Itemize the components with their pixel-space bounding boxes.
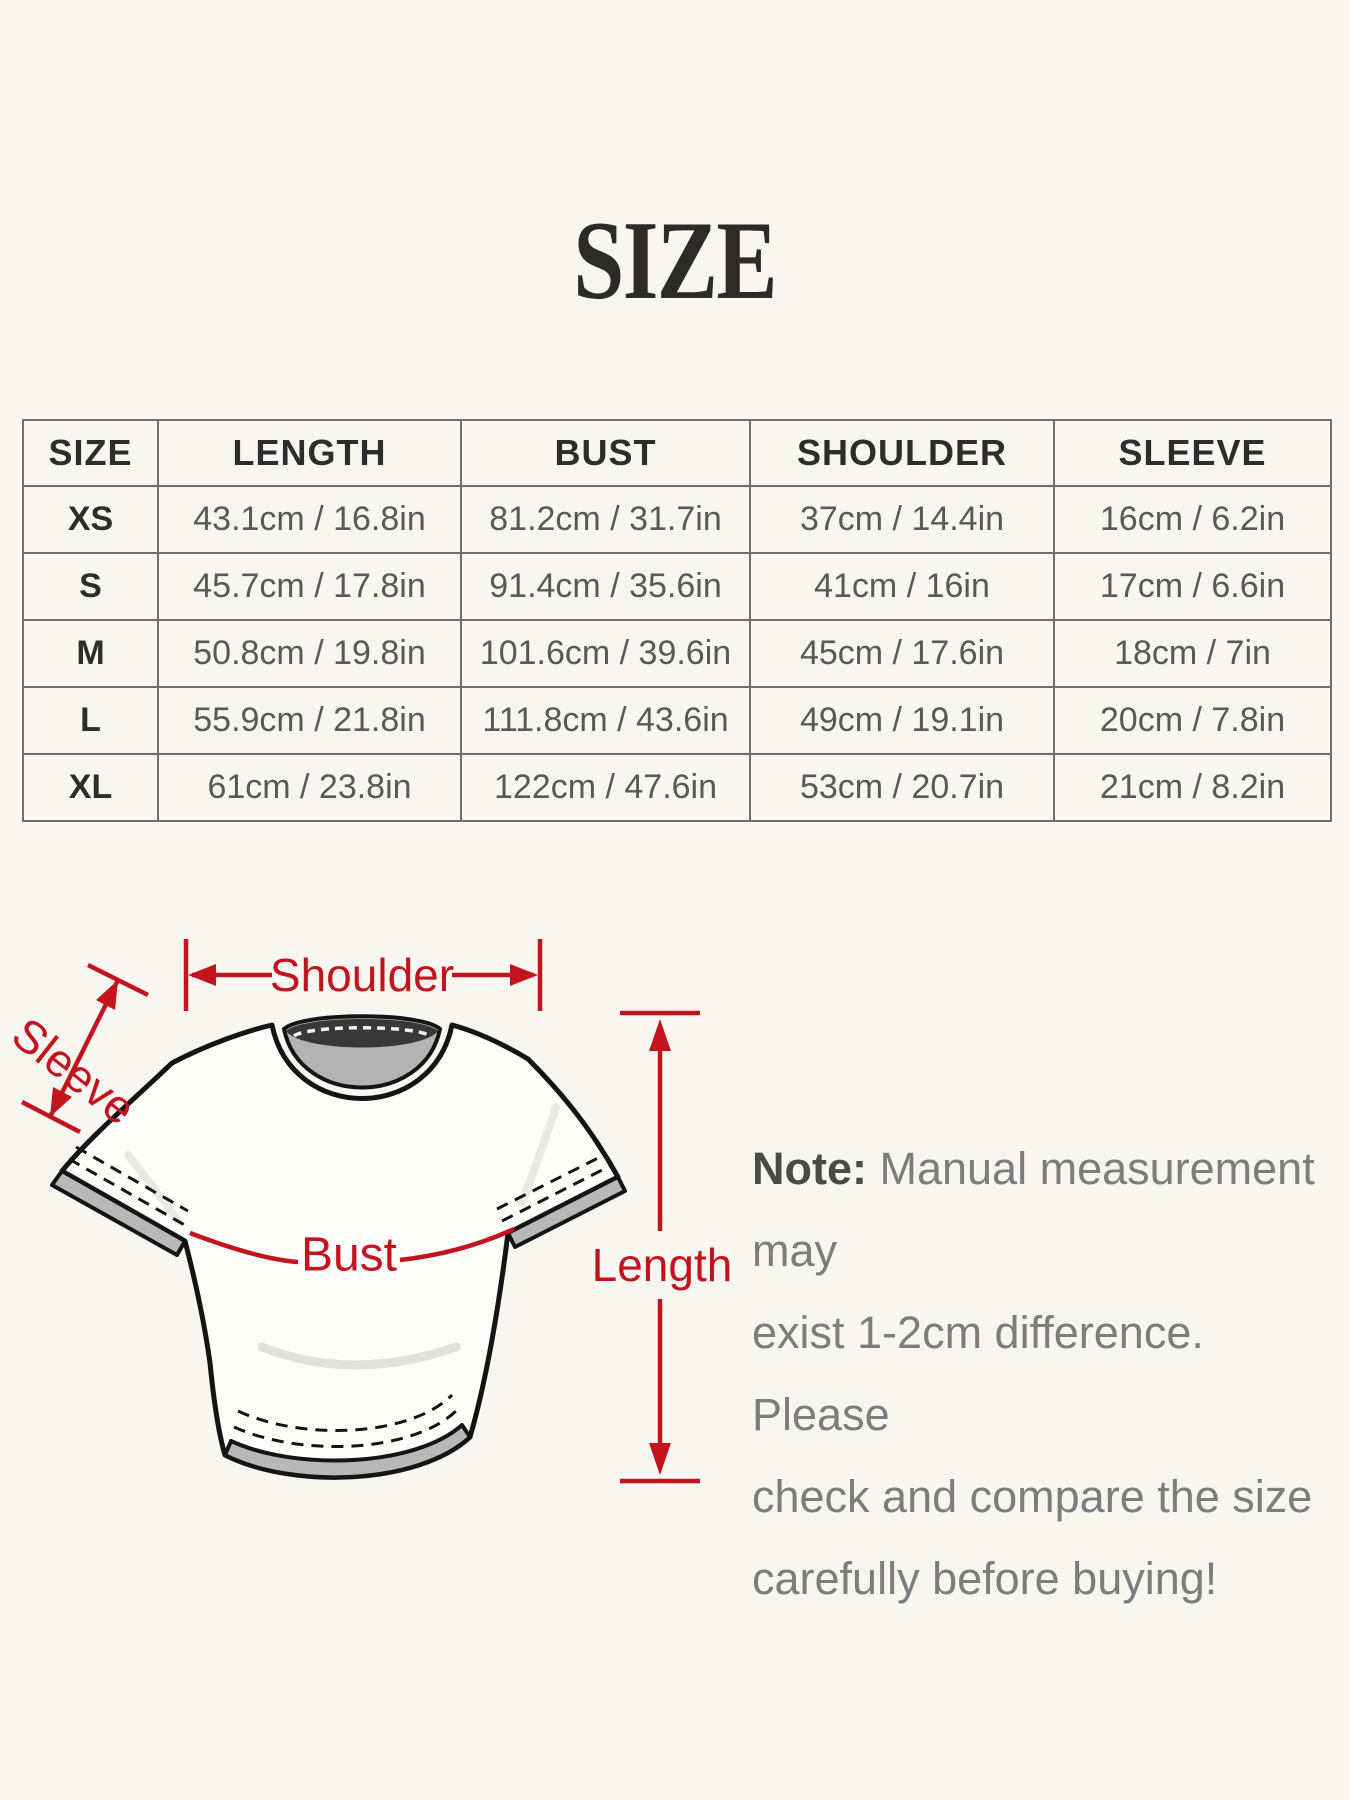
size-label: S [22, 552, 159, 621]
bust-label: Bust [301, 1229, 397, 1282]
shoulder-value: 49cm / 19.1in [749, 686, 1055, 755]
sleeve-arrowhead-top [96, 980, 118, 1010]
size-table-header-row: SIZE LENGTH BUST SHOULDER SLEEVE [22, 419, 1332, 487]
shoulder-label: Shoulder [270, 949, 454, 1001]
shoulder-value: 53cm / 20.7in [749, 753, 1055, 822]
note-line-4: carefully before buying! [752, 1553, 1218, 1604]
left-cuff-stitch-2 [75, 1145, 189, 1213]
header-cell-length: LENGTH [157, 419, 462, 487]
table-row-m: M 50.8cm / 19.8in 101.6cm / 39.6in 45cm … [22, 619, 1332, 688]
left-sleeve-fold [124, 1151, 182, 1225]
length-value: 61cm / 23.8in [157, 753, 462, 822]
sleeve-value: 18cm / 7in [1053, 619, 1332, 688]
left-cuff-stitch-1 [68, 1157, 191, 1230]
bust-value: 101.6cm / 39.6in [460, 619, 751, 688]
left-cuff [50, 1169, 187, 1257]
length-value: 43.1cm / 16.8in [157, 485, 462, 554]
hem-stitch-1 [233, 1409, 458, 1449]
sleeve-arrowhead-bottom [50, 1087, 72, 1117]
size-label: XS [22, 485, 159, 554]
tshirt-measurement-diagram: Shoulder Sleeve Bust Length [3, 939, 733, 1484]
tshirt-graphic [50, 1014, 627, 1480]
sleeve-measure-arrow: Sleeve [3, 962, 150, 1135]
right-arrowhead [510, 964, 538, 986]
collar-stitch-band [286, 1019, 438, 1048]
header-cell-shoulder: SHOULDER [749, 419, 1055, 487]
right-cuff-stitch-1 [501, 1163, 613, 1223]
length-label: Length [592, 1239, 733, 1291]
page-title-text: SIZE [573, 199, 778, 323]
bust-value: 91.4cm / 35.6in [460, 552, 751, 621]
length-arrowhead-top [649, 1019, 671, 1051]
length-value: 55.9cm / 21.8in [157, 686, 462, 755]
sleeve-value: 21cm / 8.2in [1053, 753, 1332, 822]
note-line-1: Note: Manual measurement may [752, 1128, 1332, 1292]
length-measure-arrow: Length [592, 1010, 733, 1484]
length-value: 45.7cm / 17.8in [157, 552, 462, 621]
left-arrowhead [188, 964, 216, 986]
header-cell-size: SIZE [22, 419, 159, 487]
bust-value: 111.8cm / 43.6in [460, 686, 751, 755]
header-cell-bust: BUST [460, 419, 751, 487]
bust-value: 81.2cm / 31.7in [460, 485, 751, 554]
body-fold [257, 1342, 461, 1370]
header-cell-sleeve: SLEEVE [1053, 419, 1332, 487]
sleeve-value: 17cm / 6.6in [1053, 552, 1332, 621]
shoulder-measure-arrow: Shoulder [183, 939, 543, 1011]
table-row-l: L 55.9cm / 21.8in 111.8cm / 43.6in 49cm … [22, 686, 1332, 755]
length-arrowhead-bottom [649, 1443, 671, 1475]
table-row-xs: XS 43.1cm / 16.8in 81.2cm / 31.7in 37cm … [22, 485, 1332, 554]
collar-zigzag-stitch [292, 1026, 432, 1038]
table-row-xl: XL 61cm / 23.8in 122cm / 47.6in 53cm / 2… [22, 753, 1332, 822]
hem-band [223, 1423, 472, 1480]
sleeve-label: Sleeve [3, 1007, 146, 1135]
length-value: 50.8cm / 19.8in [157, 619, 462, 688]
size-label: M [22, 619, 159, 688]
sleeve-value: 16cm / 6.2in [1053, 485, 1332, 554]
hem-stitch-2 [237, 1393, 454, 1433]
page-title: SIZE [0, 205, 1350, 317]
note-line-2: exist 1-2cm difference. Please [752, 1307, 1204, 1440]
note-prefix: Note: [752, 1143, 867, 1194]
sleeve-value: 20cm / 7.8in [1053, 686, 1332, 755]
shoulder-value: 45cm / 17.6in [749, 619, 1055, 688]
measurement-note: Note: Manual measurement may exist 1-2cm… [752, 1128, 1332, 1620]
table-row-s: S 45.7cm / 17.8in 91.4cm / 35.6in 41cm /… [22, 552, 1332, 621]
bust-value: 122cm / 47.6in [460, 753, 751, 822]
bust-measure-line: Bust [189, 1226, 515, 1282]
shoulder-value: 37cm / 14.4in [749, 485, 1055, 554]
size-table: SIZE LENGTH BUST SHOULDER SLEEVE XS 43.1… [22, 419, 1332, 822]
right-sleeve-fold [518, 1103, 560, 1207]
size-label: XL [22, 753, 159, 822]
shoulder-value: 41cm / 16in [749, 552, 1055, 621]
note-line-3: check and compare the size [752, 1471, 1313, 1522]
size-label: L [22, 686, 159, 755]
right-cuff [506, 1175, 627, 1249]
note-line-1-text: Manual measurement may [752, 1143, 1315, 1276]
